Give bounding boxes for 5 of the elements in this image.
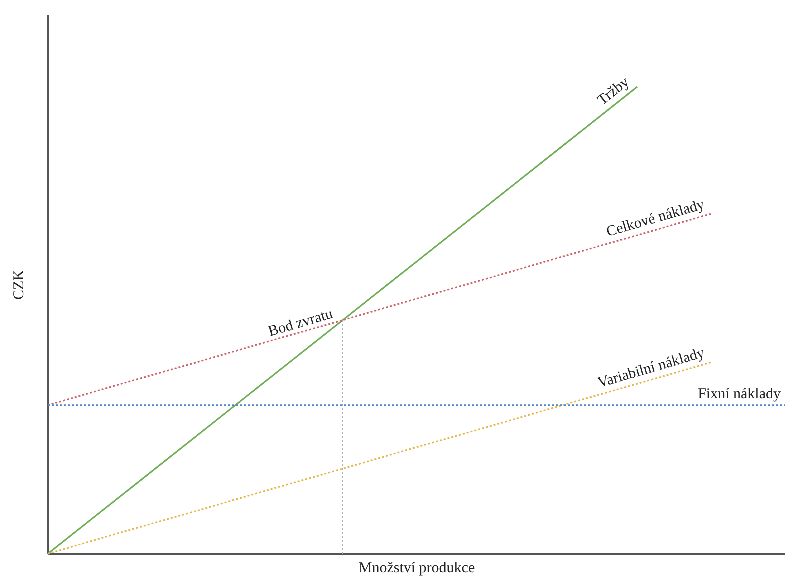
annotation: Bod zvratu: [266, 306, 336, 340]
x-axis-title: Množství produkce: [358, 560, 476, 576]
text: Celkové náklady: [604, 196, 708, 241]
series-label: Fixní náklady: [698, 386, 782, 402]
y-axis-title: CZK: [12, 270, 28, 300]
